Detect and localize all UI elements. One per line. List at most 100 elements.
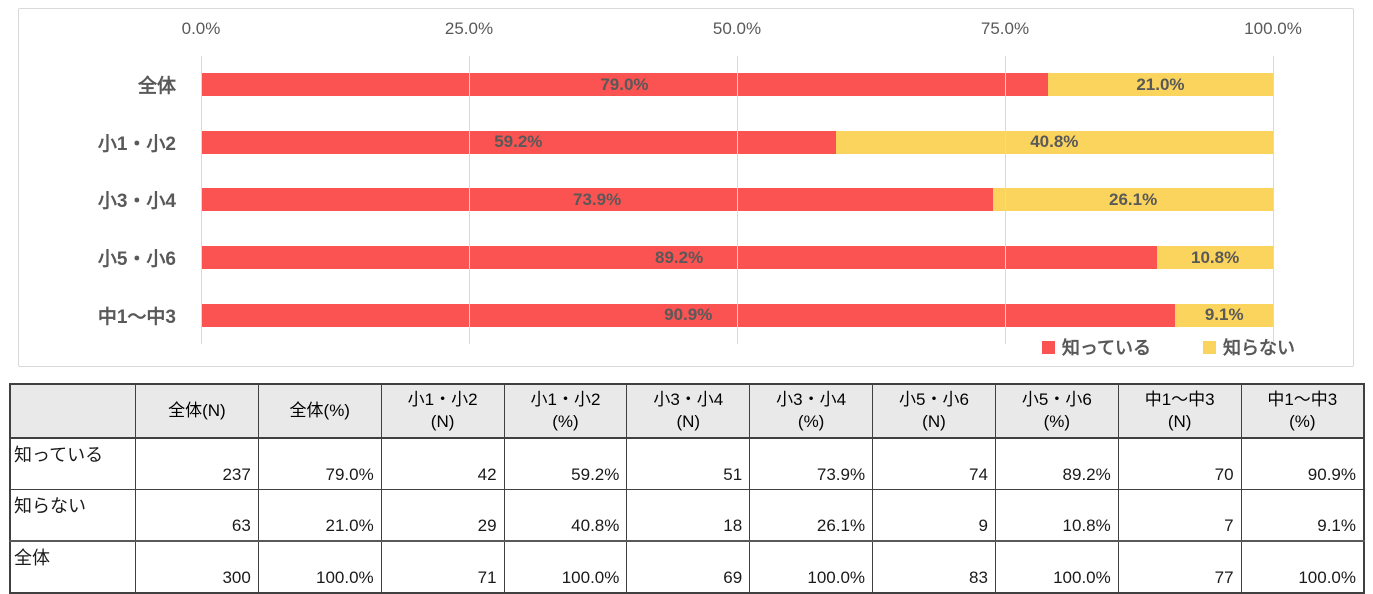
table-cell: 73.9%: [749, 437, 874, 491]
table-col-header: 全体(%): [257, 383, 382, 440]
gridline: [1273, 56, 1274, 344]
table-cell: 7: [1117, 489, 1242, 542]
table-col-header: 中1～中3 (N): [1117, 383, 1242, 440]
table-cell: 100.0%: [257, 540, 382, 594]
bar-data-label: 89.2%: [655, 247, 704, 267]
plot-area: 79.0% 21.0% 59.2% 40.8% 73.9% 26.1% 89.2% 10.8%…: [201, 56, 1274, 344]
table-cell: 100.0%: [749, 540, 874, 594]
x-axis: 0.0% 25.0% 50.0% 75.0% 100.0%: [182, 19, 1302, 47]
bar-segment-known: 59.2%: [201, 130, 836, 154]
bar-segment-unknown: 9.1%: [1175, 303, 1273, 327]
x-axis-tick: 25.0%: [444, 19, 494, 38]
table-cell: 71: [380, 540, 505, 594]
table-row-label: 全体: [9, 540, 136, 594]
bar-row: 59.2% 40.8%: [201, 114, 1273, 172]
table-col-header: 小5・小6 (N): [872, 383, 996, 440]
bar-data-label: 59.2%: [494, 132, 543, 152]
bar-segment-known: 73.9%: [201, 188, 994, 212]
legend-label: 知らない: [1223, 338, 1295, 358]
bar-row: 79.0% 21.0%: [201, 56, 1273, 114]
table-cell: 300: [135, 540, 259, 594]
data-table: 全体(N) 全体(%) 小1・小2 (N) 小1・小2 (%) 小3・小4 (N) 小3・…: [9, 383, 1365, 594]
x-axis-tick: 50.0%: [712, 19, 762, 38]
gridline: [1005, 56, 1006, 344]
table-cell: 237: [135, 437, 259, 491]
table-cell: 18: [626, 489, 751, 542]
table-cell: 69: [626, 540, 751, 594]
category-label: 小3・小4: [97, 191, 176, 213]
table-row: 知っている 237 79.0% 42 59.2% 51 73.9% 74 89.2% 70 90.9…: [9, 437, 1365, 491]
x-axis-tick: 75.0%: [980, 19, 1030, 38]
legend-swatch-icon: [1041, 340, 1055, 354]
table-cell: 63: [135, 489, 259, 542]
bar-data-label: 73.9%: [573, 189, 622, 209]
table-row: 全体 300 100.0% 71 100.0% 69 100.0% 83 100.0% 77 100…: [9, 540, 1365, 594]
stacked-bar-chart: 0.0% 25.0% 50.0% 75.0% 100.0% 全体小1・小2 小3・小4 小5…: [18, 8, 1354, 367]
bar-data-label: 26.1%: [1108, 189, 1158, 209]
table-header: 全体(N) 全体(%) 小1・小2 (N) 小1・小2 (%) 小3・小4 (N) 小3・…: [9, 383, 1365, 440]
bar-segment-unknown: 21.0%: [1047, 73, 1273, 97]
gridline: [469, 56, 470, 344]
table-cell: 89.2%: [994, 437, 1119, 491]
x-axis-tick: 0.0%: [181, 19, 221, 38]
bar-data-label: 21.0%: [1136, 74, 1185, 94]
bar-row: 90.9% 9.1%: [201, 286, 1273, 344]
category-label: 小5・小6: [97, 249, 176, 271]
table-cell: 90.9%: [1240, 437, 1365, 491]
chart-legend: 知っている 知らない: [1041, 334, 1295, 360]
table-col-header: 小3・小4 (N): [626, 383, 751, 440]
bar-segment-unknown: 26.1%: [993, 188, 1273, 212]
bar-row: 89.2% 10.8%: [201, 229, 1273, 287]
table-cell: 26.1%: [749, 489, 874, 542]
table-cell: 42: [380, 437, 505, 491]
category-label: 全体: [137, 76, 176, 98]
bar-segment-unknown: 10.8%: [1157, 246, 1273, 270]
table-cell: 100.0%: [1240, 540, 1365, 594]
legend-item: 知っている: [1041, 334, 1151, 360]
bar-data-label: 40.8%: [1030, 132, 1079, 152]
table-cell: 77: [1117, 540, 1242, 594]
table-row-label: 知っている: [9, 437, 136, 491]
table-cell: 40.8%: [503, 489, 628, 542]
category-axis: 全体 小1・小2 小3・小4 小5・小6 中1〜中3: [19, 56, 189, 344]
table-col-header: 全体(N): [135, 383, 259, 440]
table-col-header: 小1・小2 (N): [380, 383, 505, 440]
table-cell: 29: [380, 489, 505, 542]
table-cell: 83: [872, 540, 996, 594]
gridline: [737, 56, 738, 344]
bar-segment-unknown: 40.8%: [835, 130, 1273, 154]
table-col-header: 小5・小6 (%): [994, 383, 1119, 440]
table-body: 知っている 237 79.0% 42 59.2% 51 73.9% 74 89.2% 70 90.9…: [9, 437, 1365, 594]
bar-segment-known: 90.9%: [201, 303, 1176, 327]
bar-rows: 79.0% 21.0% 59.2% 40.8% 73.9% 26.1% 89.2% 10.8%…: [201, 56, 1273, 344]
table-cell: 74: [872, 437, 996, 491]
table-cell: 100.0%: [503, 540, 628, 594]
table-cell: 51: [626, 437, 751, 491]
x-axis-tick: 100.0%: [1244, 19, 1302, 38]
table-row-label: 知らない: [9, 489, 136, 542]
legend-label: 知っている: [1061, 338, 1151, 358]
table-cell: 10.8%: [994, 489, 1119, 542]
bar-segment-known: 79.0%: [201, 73, 1048, 97]
bar-data-label: 79.0%: [600, 74, 649, 94]
table-cell: 79.0%: [257, 437, 382, 491]
table-cell: 21.0%: [257, 489, 382, 542]
bar-data-label: 10.8%: [1191, 247, 1240, 267]
table-cell: 70: [1117, 437, 1242, 491]
table-cell: 9.1%: [1240, 489, 1365, 542]
bar-data-label: 9.1%: [1204, 305, 1244, 325]
table-row: 知らない 63 21.0% 29 40.8% 18 26.1% 9 10.8% 7 9.1%: [9, 489, 1365, 542]
table-col-header: 小1・小2 (%): [503, 383, 628, 440]
table-cell: 9: [872, 489, 996, 542]
table-col-header: 中1～中3 (%): [1240, 383, 1365, 440]
legend-item: 知らない: [1203, 334, 1295, 360]
table-cell: 100.0%: [994, 540, 1119, 594]
bar-segment-known: 89.2%: [201, 246, 1158, 270]
legend-swatch-icon: [1203, 340, 1216, 354]
table-col-header: 小3・小4 (%): [749, 383, 874, 440]
table-cell: 59.2%: [503, 437, 628, 491]
bar-data-label: 90.9%: [664, 305, 713, 325]
gridline: [201, 56, 202, 344]
bar-row: 73.9% 26.1%: [201, 171, 1273, 229]
category-label: 小1・小2: [97, 133, 176, 155]
